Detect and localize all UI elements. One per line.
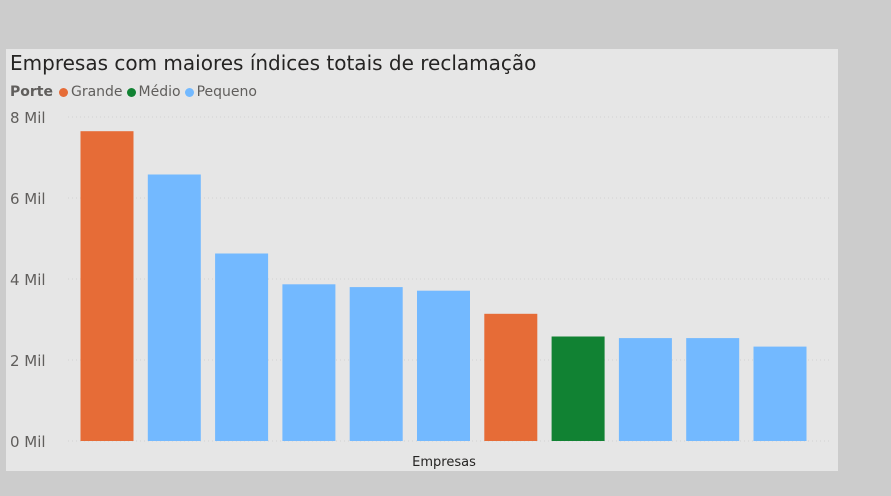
y-tick-label: 2 Mil: [10, 352, 46, 370]
legend-title: Porte: [10, 84, 53, 100]
legend-item-pequeno[interactable]: Pequeno: [184, 84, 257, 100]
legend-label-medio: Médio: [138, 84, 181, 100]
bar-5[interactable]: [349, 287, 403, 441]
bar-7[interactable]: [484, 313, 538, 441]
y-tick-label: 8 Mil: [10, 109, 46, 127]
bar-2[interactable]: [147, 174, 201, 442]
y-tick-label: 0 Mil: [10, 433, 46, 451]
bar-11[interactable]: [753, 346, 807, 441]
legend-item-grande[interactable]: Grande: [58, 84, 123, 100]
legend: Porte Grande Médio Pequeno: [10, 84, 261, 100]
bar-4[interactable]: [282, 284, 336, 441]
bar-1[interactable]: [80, 131, 134, 441]
legend-item-medio[interactable]: Médio: [126, 84, 181, 100]
y-tick-label: 4 Mil: [10, 271, 46, 289]
legend-dot-medio: [126, 87, 136, 97]
legend-label-pequeno: Pequeno: [196, 84, 257, 100]
y-tick-label: 6 Mil: [10, 190, 46, 208]
legend-dot-grande: [58, 87, 68, 97]
legend-dot-pequeno: [184, 87, 194, 97]
bar-10[interactable]: [686, 338, 740, 441]
chart-plot: 0 Mil 2 Mil 4 Mil 6 Mil 8 Mil Empresas: [10, 109, 832, 470]
bar-9[interactable]: [618, 338, 672, 441]
bar-8[interactable]: [551, 336, 605, 442]
chart-visual: 0 Mil 2 Mil 4 Mil 6 Mil 8 Mil Empresas Empre…: [6, 49, 838, 471]
legend-label-grande: Grande: [70, 84, 123, 100]
bar-3[interactable]: [215, 253, 269, 442]
x-axis-title: Empresas: [412, 455, 476, 470]
chart-title: Empresas com maiores índices totais de r…: [10, 51, 537, 75]
bar-6[interactable]: [417, 290, 470, 441]
